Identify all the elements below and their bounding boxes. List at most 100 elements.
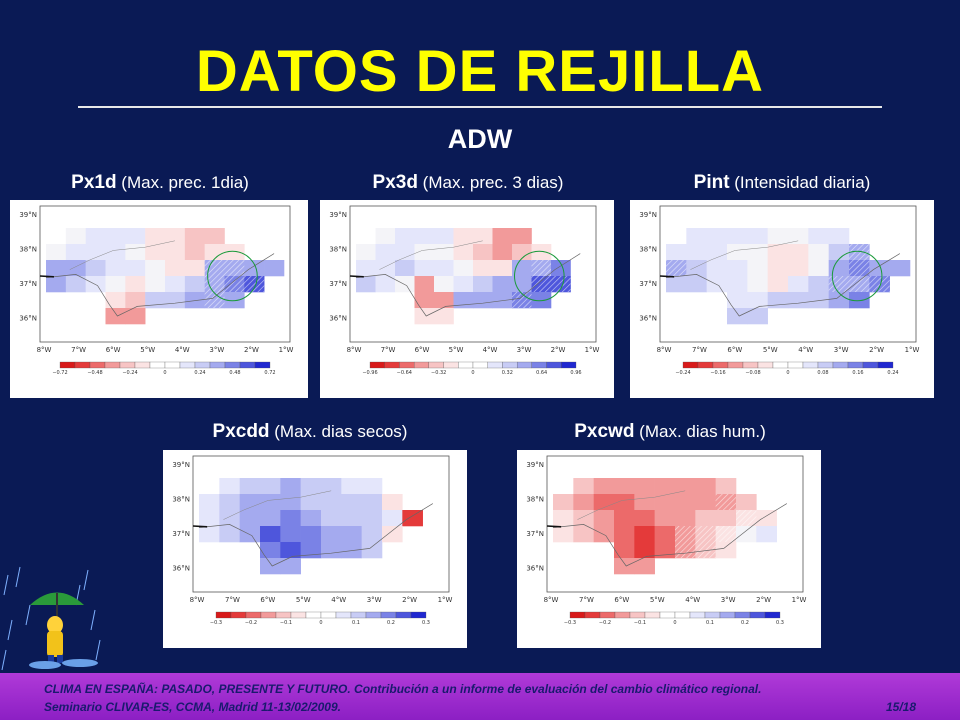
grid-cell xyxy=(695,494,716,511)
lat-tick-label: 36°N xyxy=(329,315,347,323)
colorbar-swatch xyxy=(458,361,474,369)
grid-cell xyxy=(767,244,789,261)
grid-cell xyxy=(239,526,261,543)
colorbar-swatch xyxy=(817,361,834,369)
grid-cell xyxy=(321,494,342,511)
grid-cell xyxy=(695,510,716,527)
significance-hatch xyxy=(869,276,890,292)
grid-cell xyxy=(414,292,435,309)
grid-cell xyxy=(395,228,415,245)
grid-cell xyxy=(828,244,850,261)
map-panel-px3d: 39°N 38°N 37°N 36°N 8°W 7°W 6°W 5°W 4°W 3°W 2°W 1°W… xyxy=(320,200,614,398)
lon-tick-label: 7°W xyxy=(225,596,240,604)
colorbar-swatch xyxy=(275,611,292,619)
grid-cell xyxy=(46,244,67,261)
colorbar-label: −0.3 xyxy=(210,620,222,626)
grid-cell xyxy=(321,510,342,527)
lat-tick-label: 39°N xyxy=(19,211,37,219)
grid-cell xyxy=(65,244,86,261)
grid-cell xyxy=(747,308,768,325)
colorbar-label: 0 xyxy=(471,370,474,376)
colorbar-swatch xyxy=(384,361,400,369)
grid-cell xyxy=(165,228,186,245)
colorbar-swatch xyxy=(254,361,271,369)
lon-tick-label: 4°W xyxy=(175,346,190,354)
grid-cell xyxy=(105,228,126,245)
grid-cell xyxy=(145,260,166,277)
grid-cell xyxy=(361,510,383,527)
lat-tick-label: 38°N xyxy=(526,496,544,504)
grid-cell xyxy=(512,260,532,277)
significance-hatch xyxy=(828,276,849,292)
panel-label-px3d: Px3d (Max. prec. 3 dias) xyxy=(372,172,564,193)
grid-cell xyxy=(414,276,435,293)
colorbar-swatch xyxy=(712,361,729,369)
colorbar-label: −0.1 xyxy=(634,620,646,626)
grid-cell xyxy=(85,244,106,261)
grid-cell xyxy=(614,542,635,559)
colorbar-swatch xyxy=(704,611,721,619)
grid-cell xyxy=(341,542,362,559)
lon-tick-label: 7°W xyxy=(71,346,86,354)
footer-seminar: Seminario CLIVAR-ES, CCMA, Madrid 11-13/… xyxy=(44,700,341,714)
grid-cell xyxy=(675,494,696,511)
grid-cell xyxy=(551,260,571,277)
grid-cell xyxy=(341,494,362,511)
grid-cell xyxy=(65,228,86,245)
colorbar-swatch xyxy=(230,611,247,619)
title-divider xyxy=(78,106,882,108)
lon-tick-label: 8°W xyxy=(37,346,52,354)
significance-hatch xyxy=(224,276,245,292)
lon-tick-label: 2°W xyxy=(244,346,259,354)
grid-cell xyxy=(356,260,376,277)
lat-tick-label: 39°N xyxy=(172,461,190,469)
significance-hatch xyxy=(666,260,687,276)
grid-cell xyxy=(492,260,513,277)
colorbar-label: 0 xyxy=(673,620,676,626)
colorbar-swatch xyxy=(674,611,691,619)
grid-cell xyxy=(828,260,850,277)
grid-cell xyxy=(614,494,635,511)
grid-cell xyxy=(341,526,362,543)
colorbar-swatch xyxy=(290,611,307,619)
colorbar-label: 0.32 xyxy=(502,370,513,376)
grid-cell xyxy=(125,308,146,325)
footer-page-number: 15/18 xyxy=(886,700,917,714)
grid-cell xyxy=(199,510,220,527)
river-line xyxy=(690,240,799,270)
grid-cell xyxy=(105,292,126,309)
lon-tick-label: 1°W xyxy=(438,596,453,604)
coast-segment xyxy=(192,525,208,528)
grid-cell xyxy=(300,478,322,495)
grid-cell xyxy=(280,526,301,543)
lon-tick-label: 6°W xyxy=(260,596,275,604)
grid-cell xyxy=(260,510,281,527)
lon-tick-label: 5°W xyxy=(140,346,155,354)
colorbar-swatch xyxy=(531,361,547,369)
grid-cell xyxy=(239,478,261,495)
colorbar-swatch xyxy=(260,611,277,619)
colorbar-swatch xyxy=(369,361,385,369)
grid-cell xyxy=(341,478,362,495)
panel-label-pxcdd: Pxcdd (Max. dias secos) xyxy=(212,421,408,442)
significance-hatch xyxy=(204,260,225,276)
grid-cell xyxy=(395,260,415,277)
lon-tick-label: 6°W xyxy=(614,596,629,604)
colorbar-swatch xyxy=(742,361,759,369)
grid-cell xyxy=(849,292,870,309)
grid-cell xyxy=(224,244,245,261)
grid-cell xyxy=(808,244,829,261)
colorbar-label: −0.16 xyxy=(710,370,725,376)
coastline xyxy=(355,253,581,317)
lon-tick-label: 4°W xyxy=(798,346,813,354)
coast-segment xyxy=(659,275,675,278)
colorbar-label: −0.2 xyxy=(599,620,611,626)
colorbar-label: −0.24 xyxy=(675,370,690,376)
grid-cell xyxy=(666,276,687,293)
significance-hatch xyxy=(695,542,716,558)
colorbar-label: 0.1 xyxy=(352,620,360,626)
colorbar-swatch xyxy=(546,361,562,369)
lon-tick-label: 7°W xyxy=(692,346,707,354)
grid-cell xyxy=(125,228,146,245)
colorbar-swatch xyxy=(410,611,427,619)
